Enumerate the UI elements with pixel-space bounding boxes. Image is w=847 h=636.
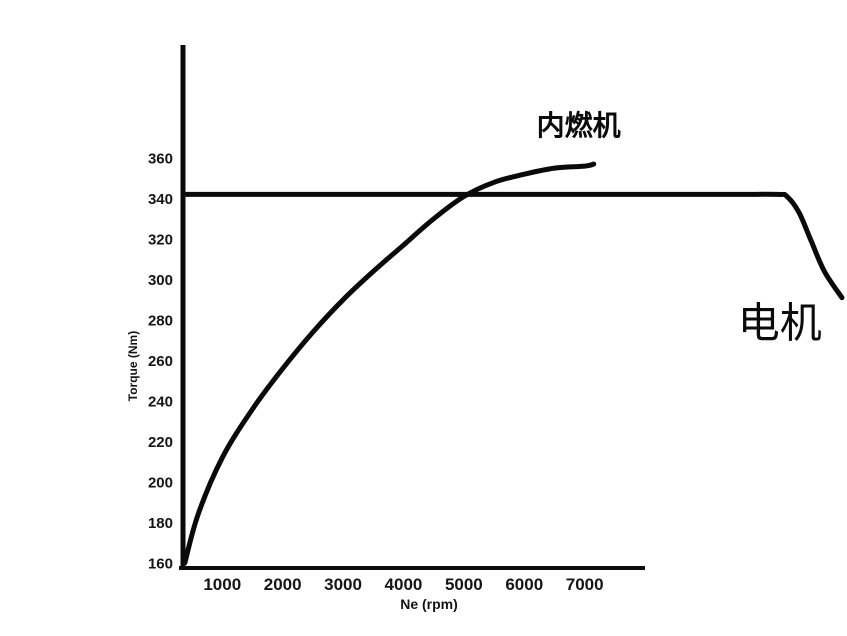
y-tick-label: 300 (148, 272, 173, 289)
y-tick-label: 340 (148, 191, 173, 208)
x-tick-label: 3000 (324, 575, 362, 594)
series-label-electric-motor: 电机 (737, 299, 822, 347)
curve-electric-motor (182, 191, 845, 301)
x-tick-label: 7000 (566, 575, 604, 594)
y-tick-label: 320 (148, 232, 173, 249)
y-tick-label: 220 (148, 434, 173, 451)
x-tick-label: 6000 (505, 575, 543, 594)
y-tick-label: 260 (148, 353, 173, 370)
x-tick-label: 4000 (385, 575, 423, 594)
y-tick-label: 180 (148, 515, 173, 532)
y-tick-label: 240 (148, 394, 173, 411)
x-tick-label: 5000 (445, 575, 483, 594)
y-tick-label: 360 (148, 151, 173, 168)
x-tick-label: 1000 (203, 575, 241, 594)
y-axis-title: Torque (Nm) (126, 330, 140, 402)
series-label-ice-engine: 内燃机 (536, 109, 621, 141)
y-tick-label: 200 (148, 475, 173, 492)
x-tick-label: 2000 (264, 575, 302, 594)
y-tick-label: 160 (148, 556, 173, 573)
y-tick-label: 280 (148, 313, 173, 330)
x-axis-title: Ne (rpm) (400, 596, 458, 612)
curve-ice-engine (182, 161, 597, 566)
